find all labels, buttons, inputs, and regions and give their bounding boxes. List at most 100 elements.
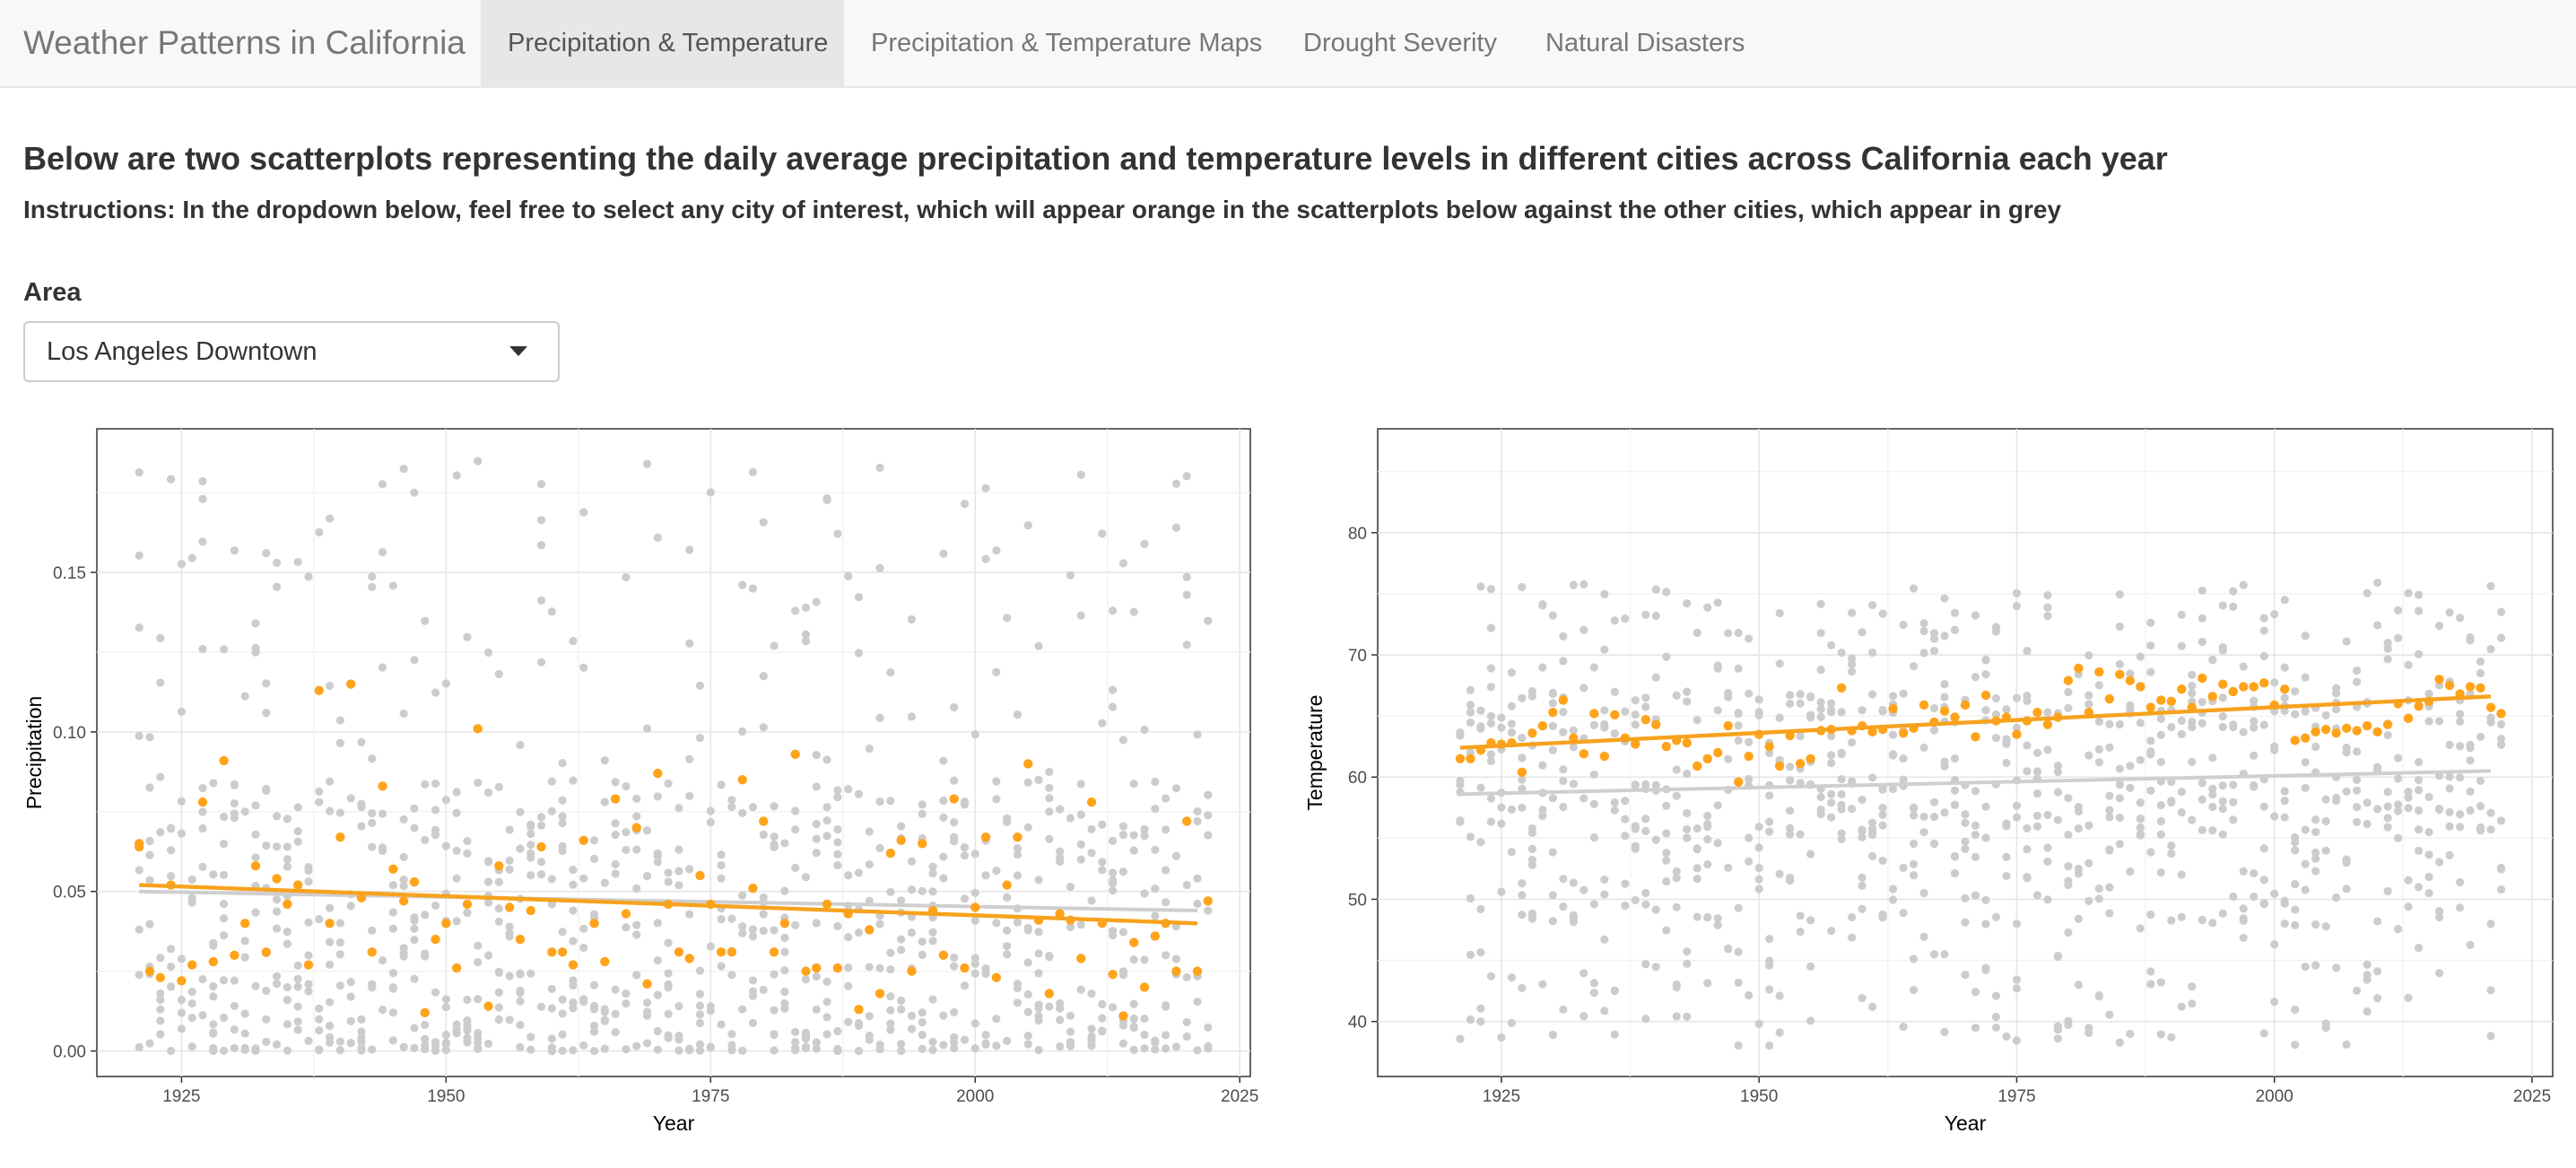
other-city-point (738, 808, 747, 817)
other-city-point (474, 995, 483, 1004)
other-city-point (325, 937, 335, 946)
other-city-point (992, 795, 1001, 804)
other-city-point (611, 869, 620, 878)
other-city-point (918, 1044, 927, 1054)
other-city-point (1672, 791, 1681, 800)
other-city-point (2424, 872, 2433, 882)
other-city-point (2250, 782, 2258, 791)
other-city-point (536, 1002, 546, 1011)
other-city-point (1507, 1018, 1516, 1028)
other-city-point (1827, 751, 1836, 760)
other-city-point (1140, 539, 1149, 548)
other-city-point (2353, 786, 2362, 795)
other-city-point (441, 995, 450, 1004)
other-city-point (664, 868, 673, 877)
other-city-point (1600, 706, 1609, 715)
other-city-point (283, 842, 292, 851)
other-city-point (738, 1005, 747, 1014)
other-city-point (1003, 926, 1012, 936)
selected-city-point (1610, 710, 1620, 719)
other-city-point (2291, 710, 2300, 719)
other-city-point (1734, 736, 1743, 745)
navbar-brand[interactable]: Weather Patterns in California (23, 24, 466, 61)
other-city-point (1109, 836, 1118, 845)
other-city-point (1066, 1038, 1075, 1048)
selected-city-point (695, 870, 705, 881)
tab-precipitation-temperature[interactable]: Precipitation & Temperature (481, 0, 844, 86)
other-city-point (2476, 801, 2485, 811)
selected-city-point (918, 839, 927, 849)
other-city-point (2280, 813, 2289, 822)
other-city-point (2023, 845, 2032, 854)
other-city-point (1076, 611, 1085, 620)
selected-city-point (2115, 669, 2125, 680)
other-city-point (2167, 916, 2176, 925)
other-city-point (1129, 780, 1138, 789)
other-city-point (1816, 666, 1825, 675)
other-city-point (1775, 1028, 1784, 1037)
other-city-point (2373, 967, 2382, 976)
other-city-point (1610, 615, 1619, 625)
other-city-point (388, 581, 397, 590)
other-city-point (156, 1030, 165, 1039)
other-city-point (1981, 802, 1990, 811)
other-city-point (939, 852, 948, 861)
other-city-point (368, 754, 377, 763)
other-city-point (272, 972, 282, 981)
area-select[interactable]: Los Angeles Downtown (23, 321, 560, 382)
other-city-point (780, 1004, 789, 1013)
other-city-point (2064, 830, 2073, 840)
other-city-point (1713, 839, 1722, 848)
other-city-point (283, 1046, 292, 1055)
other-city-point (2064, 862, 2073, 871)
other-city-point (547, 900, 556, 909)
other-city-point (1683, 599, 1692, 608)
x-tick-label: 1975 (692, 1087, 729, 1106)
other-city-point (156, 954, 165, 963)
other-city-point (1991, 1012, 2001, 1022)
other-city-point (1950, 868, 1960, 878)
other-city-point (1538, 599, 1547, 609)
other-city-point (1013, 980, 1023, 989)
selected-city-point (451, 963, 462, 973)
other-city-point (2353, 986, 2362, 995)
other-city-point (1878, 810, 1887, 819)
other-city-point (1610, 798, 1619, 807)
other-city-point (1129, 831, 1138, 840)
other-city-point (1045, 794, 1054, 803)
other-city-point (187, 1014, 196, 1023)
other-city-point (2280, 920, 2289, 928)
other-city-point (632, 930, 641, 939)
tab-natural-disasters[interactable]: Natural Disasters (1545, 29, 1745, 57)
other-city-point (209, 1029, 218, 1038)
other-city-point (1610, 1030, 1619, 1039)
other-city-point (1888, 885, 1898, 893)
other-city-point (198, 807, 207, 816)
other-city-point (483, 1039, 493, 1049)
other-city-point (2250, 868, 2258, 878)
tab-drought-severity[interactable]: Drought Severity (1303, 29, 1497, 57)
other-city-point (918, 1017, 927, 1027)
x-axis-label: Year (653, 1111, 695, 1130)
other-city-point (738, 928, 747, 937)
other-city-point (611, 985, 620, 994)
other-city-point (1991, 1023, 2001, 1033)
other-city-point (918, 886, 927, 896)
other-city-point (1919, 812, 1928, 821)
other-city-point (2197, 719, 2206, 728)
other-city-point (1109, 606, 1118, 615)
other-city-point (388, 969, 397, 978)
other-city-point (2424, 689, 2433, 699)
other-city-point (1786, 873, 1795, 882)
tab-precipitation-temperature-maps[interactable]: Precipitation & Temperature Maps (871, 29, 1263, 57)
other-city-point (262, 1037, 271, 1046)
other-city-point (2012, 602, 2022, 611)
other-city-point (2064, 928, 2073, 937)
other-city-point (1140, 825, 1149, 834)
other-city-point (1486, 750, 1496, 759)
other-city-point (1981, 706, 1990, 715)
other-city-point (939, 1041, 948, 1050)
other-city-point (960, 850, 970, 860)
plot-panel (96, 428, 1251, 1077)
other-city-point (2002, 871, 2011, 881)
